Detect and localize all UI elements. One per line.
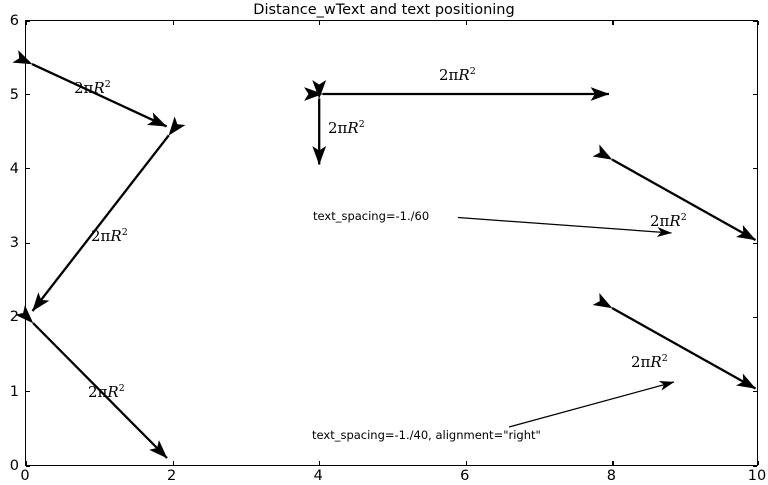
x-tick-top-0 <box>26 21 28 25</box>
x-tick-top-2 <box>172 21 174 25</box>
y-tick-6 <box>26 21 30 23</box>
x-tick-label-8: 8 <box>606 468 617 484</box>
y-tick-label-2: 2 <box>9 309 19 326</box>
y-tick-label-3: 3 <box>9 235 19 252</box>
label-vertical-distance-arrow: 2πR2 <box>328 119 365 137</box>
x-tick-top-4 <box>319 21 321 25</box>
plot-axes: 2πR2 2πR2 2πR2 2πR2 2πR2 2πR2 2πR2 text_… <box>12 20 759 467</box>
y-tick-0 <box>26 465 30 467</box>
diagonal-arrow-spacing-60 <box>592 144 757 242</box>
x-tick-0 <box>26 461 28 465</box>
arrow-layer <box>12 50 757 459</box>
y-tick-right-5 <box>753 94 757 96</box>
callout-spacing-40-arrow <box>508 380 675 428</box>
y-tick-label-6: 6 <box>9 13 19 29</box>
zigzag-segment-1 <box>12 50 168 128</box>
label-zigzag-segment-3: 2πR2 <box>88 383 125 401</box>
zigzag-segment-2 <box>31 116 186 312</box>
y-tick-4 <box>26 168 30 170</box>
x-tick-label-10: 10 <box>747 468 767 484</box>
x-tick-10 <box>757 461 759 465</box>
y-tick-label-5: 5 <box>9 86 19 103</box>
callout-spacing-60-arrow <box>457 216 672 237</box>
callout-spacing-40-text: text_spacing=-1./40, alignment="right" <box>312 428 541 442</box>
diagonal-arrow-spacing-40-right <box>592 292 757 390</box>
y-tick-right-3 <box>753 242 757 244</box>
x-tick-top-10 <box>757 21 759 25</box>
x-tick-top-8 <box>612 21 614 25</box>
x-tick-label-2: 2 <box>166 468 177 484</box>
label-zigzag-segment-1: 2πR2 <box>74 79 111 97</box>
callout-spacing-60-text: text_spacing=-1./60 <box>313 209 430 223</box>
y-tick-3 <box>26 242 30 244</box>
x-tick-label-6: 6 <box>460 468 470 484</box>
x-tick-6 <box>465 461 467 465</box>
x-tick-4 <box>319 461 321 465</box>
x-tick-label-0: 0 <box>20 468 30 484</box>
zigzag-segment-3 <box>15 305 168 459</box>
page-title: Distance_wText and text positioning <box>253 2 515 18</box>
label-horizontal-distance-arrow: 2πR2 <box>439 66 476 84</box>
label-zigzag-segment-2: 2πR2 <box>91 227 128 245</box>
x-tick-label-4: 4 <box>313 468 323 484</box>
y-tick-right-6 <box>753 21 757 23</box>
y-tick-right-1 <box>753 391 757 393</box>
y-tick-right-0 <box>753 465 757 467</box>
y-tick-label-1: 1 <box>9 383 19 400</box>
y-tick-label-4: 4 <box>9 160 19 177</box>
label-diagonal-arrow-spacing-40-right: 2πR2 <box>631 353 668 371</box>
y-tick-label-0: 0 <box>9 458 19 474</box>
x-tick-8 <box>612 461 614 465</box>
x-tick-2 <box>172 461 174 465</box>
label-diagonal-arrow-spacing-60: 2πR2 <box>650 212 687 230</box>
x-tick-top-6 <box>465 21 467 25</box>
